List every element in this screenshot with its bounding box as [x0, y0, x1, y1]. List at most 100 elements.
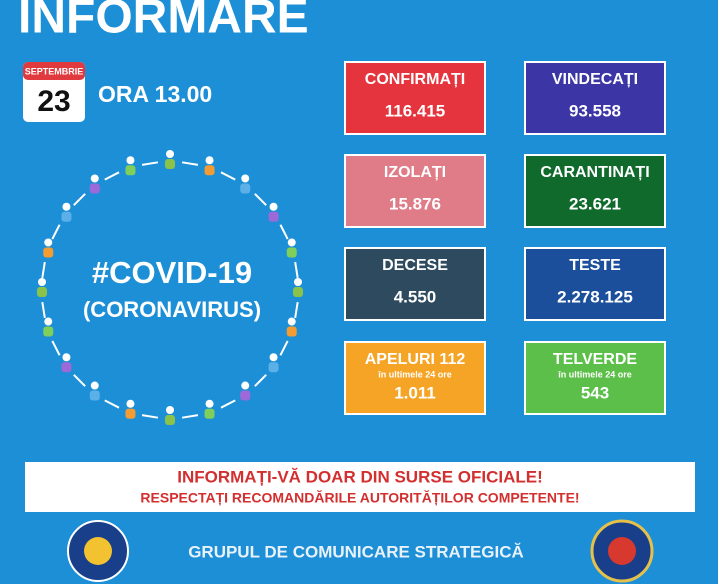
stat-box — [344, 341, 486, 415]
stat-box — [344, 61, 486, 135]
stat-value: 543 — [581, 383, 609, 402]
stat-label: VINDECAȚI — [552, 71, 638, 88]
person-body — [61, 211, 72, 222]
stat-note: în ultimele 24 ore — [557, 369, 632, 379]
stat-label: CARANTINAȚI — [540, 164, 649, 181]
person-head — [269, 202, 278, 211]
stat-value: 93.558 — [569, 101, 621, 120]
stat-box — [524, 61, 666, 135]
person-head — [126, 399, 135, 408]
arrow — [294, 261, 299, 279]
arrow — [220, 171, 236, 181]
arrow — [73, 374, 86, 387]
stat-label: CONFIRMAȚI — [365, 71, 465, 88]
person-body — [165, 159, 175, 169]
time: ORA 13.00 — [98, 81, 212, 107]
logo-emblem — [608, 537, 636, 565]
arrow — [51, 340, 61, 356]
stat-label: APELURI 112 — [365, 351, 466, 368]
banner — [25, 462, 695, 512]
arrow — [73, 193, 86, 206]
person-head — [294, 278, 302, 286]
person-body — [125, 408, 136, 419]
stat-box — [524, 247, 666, 321]
footer: GRUPUL DE COMUNICARE STRATEGICĂ — [188, 542, 524, 561]
stat-box — [524, 341, 666, 415]
person-body — [204, 165, 215, 176]
person-body — [268, 211, 279, 222]
stat-label: TESTE — [569, 257, 621, 274]
person-body — [240, 183, 251, 194]
hashtag: #COVID-19 — [92, 255, 252, 290]
stat-value: 116.415 — [385, 101, 446, 120]
arrow — [141, 161, 159, 166]
person-head — [241, 381, 250, 390]
stat-value: 1.011 — [394, 383, 436, 402]
arrow — [254, 193, 267, 206]
stat-box — [344, 154, 486, 228]
person-head — [38, 278, 46, 286]
hashtag-subtitle: (CORONAVIRUS) — [83, 297, 261, 322]
banner-line: INFORMAȚI-VĂ DOAR DIN SURSE OFICIALE! — [177, 467, 543, 486]
person-body — [286, 247, 297, 258]
person-head — [241, 174, 250, 183]
banner-line: RESPECTAȚI RECOMANDĂRILE AUTORITĂȚILOR C… — [140, 490, 579, 506]
arrow — [181, 161, 199, 166]
person-head — [62, 353, 71, 362]
title: INFORMARE — [18, 0, 309, 44]
day: 23 — [37, 85, 70, 118]
person-body — [125, 165, 136, 176]
arrow — [279, 340, 289, 356]
person-head — [90, 381, 99, 390]
stat-note: în ultimele 24 ore — [377, 369, 452, 379]
stat-label: TELVERDE — [553, 351, 637, 368]
people-ring — [37, 150, 303, 425]
person-head — [166, 406, 174, 414]
stat-value: 2.278.125 — [557, 287, 633, 306]
calendar-top — [23, 62, 85, 80]
stat-box — [344, 247, 486, 321]
stat-label: DECESE — [382, 257, 448, 274]
arrow — [279, 224, 289, 240]
arrow — [254, 374, 267, 387]
stat-value: 23.621 — [569, 194, 621, 213]
person-body — [89, 390, 100, 401]
arrow — [41, 301, 46, 319]
person-head — [90, 174, 99, 183]
person-body — [268, 362, 279, 373]
arrow — [294, 301, 299, 319]
arrow — [220, 399, 236, 409]
person-body — [89, 183, 100, 194]
month: SEPTEMBRIE — [25, 66, 84, 76]
person-head — [62, 202, 71, 211]
stat-value: 4.550 — [394, 287, 437, 306]
stat-label: IZOLAȚI — [384, 164, 446, 181]
person-head — [269, 353, 278, 362]
arrow — [104, 399, 120, 409]
person-body — [37, 287, 47, 297]
person-body — [286, 326, 297, 337]
person-head — [205, 156, 214, 165]
person-head — [126, 156, 135, 165]
person-body — [43, 326, 54, 337]
person-head — [205, 399, 214, 408]
person-body — [43, 247, 54, 258]
logo-emblem — [84, 537, 112, 565]
stats: CONFIRMAȚI 116.415 VINDECAȚI 93.558 IZOLAȚI 1… — [344, 61, 666, 415]
person-body — [204, 408, 215, 419]
stat-box — [524, 154, 666, 228]
person-head — [166, 150, 174, 158]
person-body — [61, 362, 72, 373]
arrow — [181, 414, 199, 419]
person-head — [287, 238, 296, 247]
person-head — [44, 238, 53, 247]
person-head — [287, 317, 296, 326]
arrow — [141, 414, 159, 419]
stat-value: 15.876 — [389, 194, 441, 213]
person-body — [165, 415, 175, 425]
arrow — [41, 261, 46, 279]
person-body — [293, 287, 303, 297]
arrow — [104, 171, 120, 181]
